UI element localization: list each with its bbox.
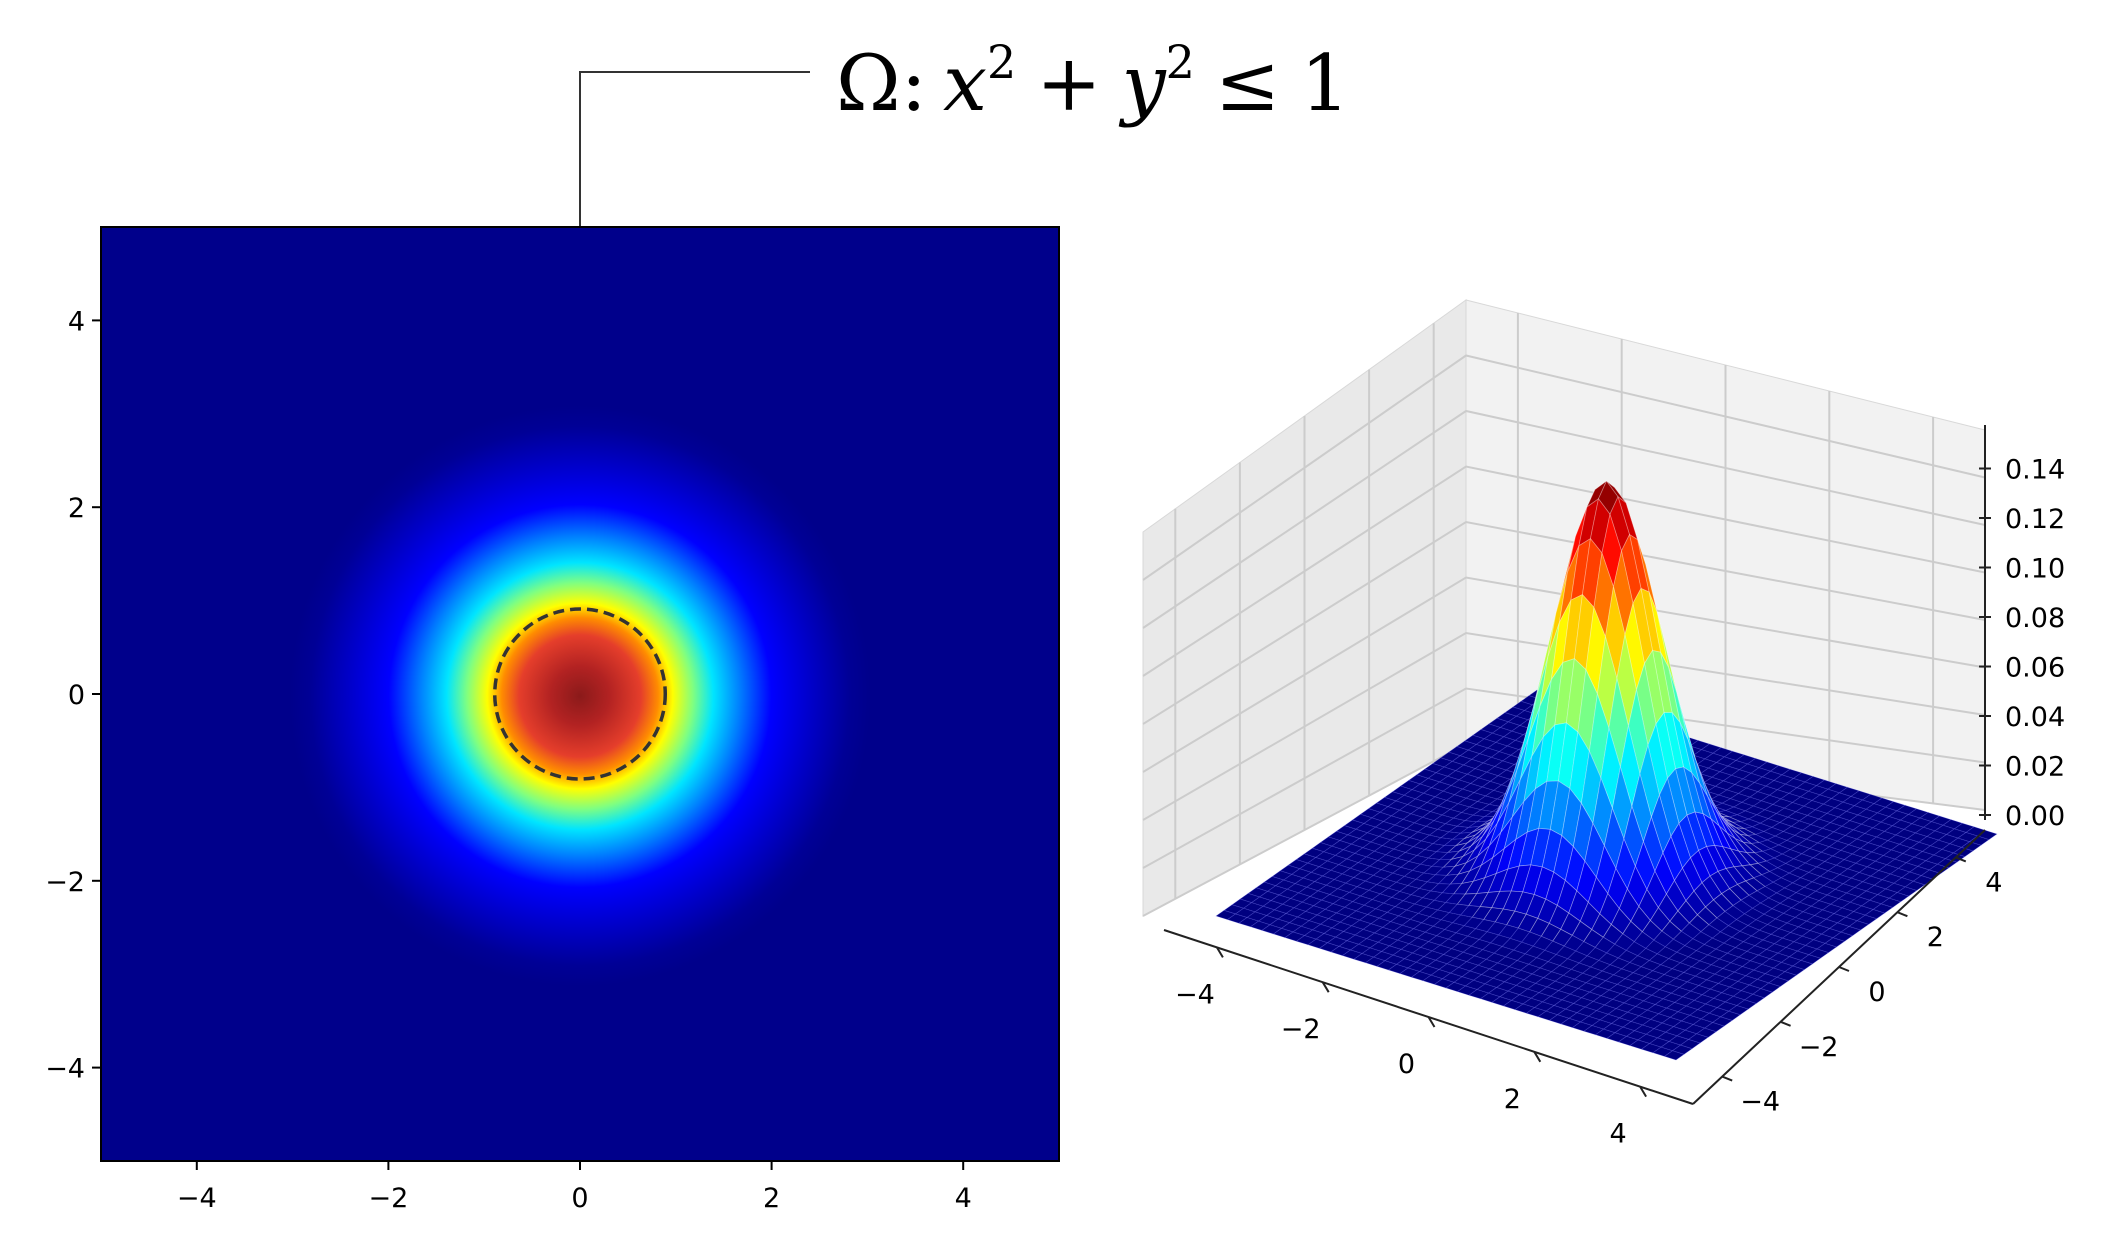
- heatmap-x-tick-label: −2: [368, 1183, 408, 1214]
- z-gridline: [1142, 465, 1986, 677]
- formula-x-exponent: 2: [987, 35, 1016, 89]
- z-gridline: [1142, 409, 1986, 629]
- surface-y-tick: [1838, 966, 1850, 972]
- surface-z-tick-label: 0.00: [2005, 801, 2065, 832]
- heatmap-x-tick-label: −4: [177, 1183, 217, 1214]
- surface-y-tick: [1780, 1020, 1791, 1027]
- heatmap-y-tick-label: −2: [45, 867, 85, 898]
- surface-patch: [1808, 948, 1830, 959]
- heatmap-y-tick-label: 0: [68, 680, 85, 711]
- domain-annotation: Ω: x2 + y2 ≤1: [579, 35, 1350, 601]
- surface-x-tick-label: 2: [1504, 1084, 1521, 1115]
- surface-z-tick-label: 0.14: [2005, 455, 2065, 486]
- surface-y-tick-label: −4: [1740, 1087, 1780, 1118]
- region-formula: Ω: x2 + y2 ≤1: [836, 35, 1350, 129]
- surface-patch: [1783, 965, 1806, 976]
- surface-y-tick-label: 2: [1927, 922, 1944, 953]
- surface-x-tick-label: −2: [1281, 1014, 1321, 1045]
- formula-colon: :: [901, 39, 927, 129]
- heatmap-chart: −4 −2 0 2 4 −4 −2 0 2 4: [45, 226, 1060, 1214]
- domain-circle-outline: [492, 607, 668, 781]
- surface-patch: [1687, 1033, 1709, 1044]
- surface-z-tick-label: 0.08: [2005, 603, 2065, 634]
- surface-z-tick-label: 0.10: [2005, 554, 2065, 585]
- surface-z-tick-label: 0.02: [2005, 752, 2065, 783]
- surface-y-tick: [1955, 856, 1967, 863]
- formula-x: x: [943, 39, 987, 129]
- surface-y-tick-label: 4: [1985, 867, 2002, 898]
- surface-x-tick-label: −4: [1175, 979, 1215, 1010]
- surface-x-tick: [1321, 981, 1330, 993]
- heatmap-y-tick-label: 4: [68, 306, 85, 337]
- surface-patch: [1663, 1050, 1685, 1061]
- formula-plus: +: [1036, 39, 1101, 129]
- surface-y-tick: [1721, 1075, 1733, 1082]
- surface-y-tick: [1897, 911, 1908, 918]
- z-gridline: [1142, 576, 1986, 773]
- surface-patch: [1759, 982, 1782, 993]
- z-gridline: [1142, 520, 1986, 725]
- surface-x-tick: [1427, 1016, 1436, 1028]
- surface-patch: [1968, 835, 1990, 846]
- heatmap-y-tick-label: 2: [68, 493, 85, 524]
- formula-leq: ≤: [1215, 39, 1280, 129]
- surface-y-tick-label: −2: [1799, 1032, 1839, 1063]
- z-gridline: [1142, 631, 1986, 821]
- surface-x-tick: [1533, 1051, 1542, 1063]
- omega-symbol: Ω: [836, 39, 901, 129]
- surface-x-tick: [1216, 946, 1224, 958]
- surface-x-tick-label: 0: [1398, 1049, 1415, 1080]
- heatmap-x-tick-label: 0: [571, 1183, 588, 1214]
- formula-rhs: 1: [1300, 39, 1350, 129]
- heatmap-x-tick-label: 2: [763, 1183, 780, 1214]
- surface-z-tick-label: 0.06: [2005, 653, 2065, 684]
- surface-z-tick-label: 0.12: [2005, 504, 2065, 535]
- z-gridline: [1142, 687, 1986, 869]
- surface-patch: [1743, 993, 1766, 1004]
- surface-z-tick-label: 0.04: [2005, 702, 2065, 733]
- surface-patch: [1864, 909, 1886, 920]
- surface-x-tick: [1639, 1086, 1647, 1098]
- surface-x-tick-label: 4: [1610, 1119, 1627, 1150]
- formula-y-exponent: 2: [1166, 35, 1195, 89]
- formula-y: y: [1119, 39, 1167, 129]
- surface-patch: [1904, 880, 1926, 891]
- z-gridline: [1142, 354, 1986, 581]
- surface-chart: −4 −2 0 2 4 −4 −2 0 2 4 0.00 0.02 0.04 0.06 0.08 0.10 0.…: [1142, 299, 2065, 1150]
- heatmap-y-tick-label: −4: [45, 1054, 85, 1085]
- surface-y-tick-label: 0: [1868, 977, 1885, 1008]
- heatmap-x-tick-label: 4: [955, 1183, 972, 1214]
- surface-patch: [1840, 926, 1862, 937]
- heatmap-plot-area: [101, 227, 1059, 1161]
